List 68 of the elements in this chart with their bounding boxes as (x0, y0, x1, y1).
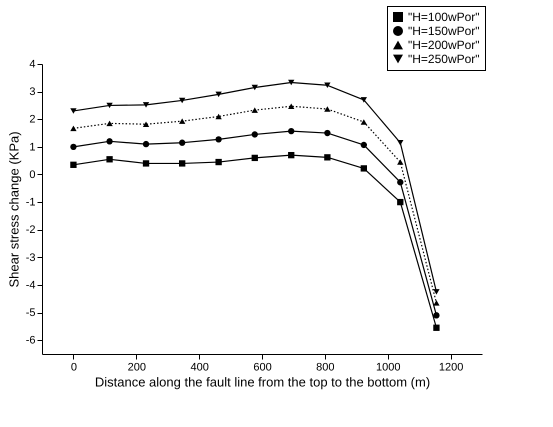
y-tick-label: -1 (26, 196, 36, 209)
point (397, 179, 404, 186)
y-tick-label: -3 (26, 252, 36, 264)
point (215, 158, 222, 166)
x-tick-label: 800 (316, 362, 335, 374)
point (106, 138, 113, 144)
point (324, 106, 331, 112)
point (215, 114, 222, 120)
point (70, 108, 77, 114)
x-tick-label: 1200 (438, 362, 464, 374)
point (397, 159, 404, 165)
point (360, 165, 367, 172)
point (397, 198, 404, 206)
point (215, 92, 222, 98)
legend-label: "H=150wPor" (408, 24, 480, 38)
point (433, 312, 440, 318)
point (252, 154, 258, 162)
point (360, 142, 367, 148)
point (179, 140, 186, 146)
x-tick-label: 0 (70, 362, 77, 374)
point (142, 121, 150, 127)
point (179, 98, 186, 104)
point (215, 136, 222, 143)
legend-label: "H=200wPor" (408, 38, 480, 52)
point (142, 160, 150, 167)
point (288, 152, 294, 158)
point (70, 144, 77, 150)
point (324, 130, 331, 136)
y-tick-label: -2 (26, 224, 36, 236)
point (70, 126, 77, 132)
x-tick-label: 400 (190, 362, 209, 374)
x-tick-label: 1000 (376, 362, 400, 374)
y-axis-title: Shear stress change (KPa) (6, 131, 22, 288)
point (397, 140, 404, 146)
point (324, 154, 331, 161)
point (70, 162, 77, 168)
y-tick-label: 1 (29, 141, 36, 154)
point (252, 107, 258, 113)
x-tick-label: 200 (128, 362, 146, 374)
y-tick-label: -6 (26, 334, 36, 347)
point (360, 97, 367, 103)
point (324, 82, 331, 88)
point (288, 80, 294, 86)
point (433, 300, 440, 306)
point (142, 102, 150, 108)
point (288, 128, 294, 134)
point (360, 119, 367, 125)
point (433, 289, 440, 295)
y-tick-label: 0 (29, 168, 36, 181)
legend-label: "H=100wPor" (408, 10, 480, 24)
x-tick-label: 600 (253, 362, 272, 374)
point (106, 120, 113, 126)
y-tick-label: 4 (29, 58, 36, 70)
y-tick-label: 3 (29, 86, 36, 98)
y-tick-label: -4 (26, 279, 36, 292)
y-tick-label: 2 (29, 114, 36, 126)
point (252, 84, 258, 90)
x-axis-title: Distance along the fault line from the top to the bottom (m) (94, 374, 430, 390)
y-tick-label: -5 (26, 307, 36, 320)
point (252, 131, 258, 138)
legend-label: "H=250wPor" (408, 52, 480, 66)
point (106, 102, 113, 108)
point (142, 140, 150, 148)
point (106, 156, 113, 162)
point (288, 104, 294, 109)
point (179, 118, 186, 124)
point (433, 324, 440, 331)
point (179, 160, 186, 167)
